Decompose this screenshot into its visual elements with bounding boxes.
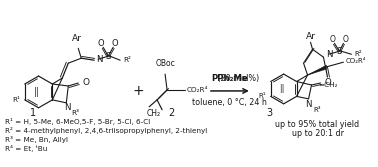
Text: R¹: R¹ xyxy=(12,97,20,103)
Text: ǁ: ǁ xyxy=(279,85,284,94)
Text: O: O xyxy=(82,78,89,87)
Text: CH₂: CH₂ xyxy=(147,109,161,118)
Text: up to 20:1 dr: up to 20:1 dr xyxy=(291,129,344,138)
Text: O: O xyxy=(342,35,349,44)
Text: R³ = Me, Bn, Allyl: R³ = Me, Bn, Allyl xyxy=(5,136,68,143)
Text: O: O xyxy=(330,35,335,44)
Text: N: N xyxy=(305,100,312,109)
Text: (20 mol%): (20 mol%) xyxy=(200,74,259,83)
Text: S: S xyxy=(105,52,111,61)
Text: toluene, 0 °C, 24 h: toluene, 0 °C, 24 h xyxy=(192,98,267,107)
Text: ǁ: ǁ xyxy=(34,87,39,97)
Text: O: O xyxy=(112,39,118,48)
Text: Ar: Ar xyxy=(72,34,82,43)
Text: R³: R³ xyxy=(71,110,79,116)
Text: S: S xyxy=(337,47,342,56)
Text: 3: 3 xyxy=(266,108,273,118)
Text: N: N xyxy=(96,55,103,64)
Text: CO₂R⁴: CO₂R⁴ xyxy=(187,87,209,93)
Text: R² = 4-methylphenyl, 2,4,6-triisopropylphenyl, 2-thienyl: R² = 4-methylphenyl, 2,4,6-triisopropylp… xyxy=(5,127,207,134)
Text: +: + xyxy=(132,84,144,98)
Text: up to 95% total yield: up to 95% total yield xyxy=(276,120,359,129)
Text: PPh₂Me: PPh₂Me xyxy=(211,74,248,83)
Text: 1: 1 xyxy=(29,108,36,118)
Text: CO₂R⁴: CO₂R⁴ xyxy=(345,58,366,64)
Text: R²: R² xyxy=(355,51,362,57)
Text: R³: R³ xyxy=(313,107,321,113)
Text: R¹ = H, 5-Me, 6-MeO,5-F, 5-Br, 5-Cl, 6-Cl: R¹ = H, 5-Me, 6-MeO,5-F, 5-Br, 5-Cl, 6-C… xyxy=(5,118,150,125)
Text: O: O xyxy=(98,39,104,48)
Text: 2: 2 xyxy=(168,108,174,118)
Text: R⁴ = Et, ᵗBu: R⁴ = Et, ᵗBu xyxy=(5,145,47,152)
Polygon shape xyxy=(308,65,327,75)
Text: Ar: Ar xyxy=(305,32,316,41)
Text: R¹: R¹ xyxy=(258,93,266,99)
Text: =CH₂: =CH₂ xyxy=(319,82,338,88)
Text: OBoc: OBoc xyxy=(155,59,175,68)
Text: N: N xyxy=(327,50,333,59)
Text: R²: R² xyxy=(123,57,131,63)
Text: O: O xyxy=(324,78,331,87)
Text: N: N xyxy=(64,103,71,112)
